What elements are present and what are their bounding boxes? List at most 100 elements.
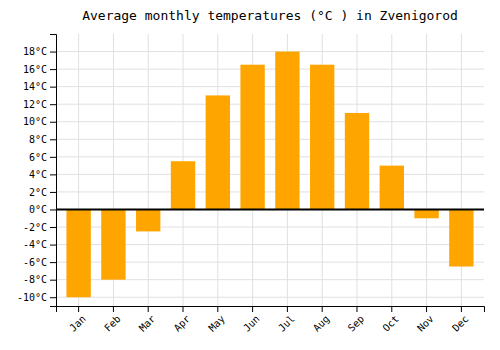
tick: 16°C [23, 64, 56, 75]
tick: 0°C [29, 204, 56, 215]
tick: -2°C [23, 222, 56, 233]
bar [240, 65, 264, 210]
tick-mark [426, 306, 427, 312]
baseline [56, 208, 484, 210]
tick-mark [50, 122, 56, 123]
grid-line [56, 51, 484, 52]
tick-label: Oct [380, 313, 401, 334]
tick: -10°C [17, 292, 56, 303]
tick-mark [50, 52, 56, 53]
axis-line [50, 35, 57, 307]
tick-mark [287, 306, 288, 312]
tick-label: 16°C [23, 64, 47, 75]
tick-mark [183, 306, 184, 312]
title: Average monthly temperatures (°C ) in Zv… [82, 8, 458, 23]
tick-mark [252, 306, 253, 312]
tick-mark [50, 139, 56, 140]
tick-label: Nov [415, 313, 436, 334]
tick-mark [391, 306, 392, 312]
grid-line [56, 174, 484, 175]
bar [136, 209, 160, 231]
y-axis: -10°C-8°C-6°C-4°C-2°C0°C2°C4°C6°C8°C10°C… [17, 35, 57, 307]
tick-label: -8°C [23, 274, 47, 285]
tick: Sep [346, 306, 367, 334]
bar [66, 209, 90, 297]
bar [310, 65, 334, 210]
tick-mark [322, 306, 323, 312]
chart: -10°C-8°C-6°C-4°C-2°C0°C2°C4°C6°C8°C10°C… [0, 0, 500, 350]
tick-mark [50, 245, 56, 246]
grid-line [56, 139, 484, 140]
tick-mark [50, 174, 56, 175]
tick-mark [50, 209, 56, 210]
tick-label: 18°C [23, 46, 47, 57]
tick-label: Jul [276, 313, 297, 334]
axis-line [57, 307, 485, 313]
tick: Apr [172, 306, 193, 334]
tick-label: Sep [346, 313, 367, 334]
tick: Feb [102, 306, 123, 334]
tick-mark [50, 280, 56, 281]
tick-label: 4°C [29, 169, 47, 180]
tick-mark [461, 306, 462, 312]
tick-mark [356, 306, 357, 312]
tick-mark [50, 87, 56, 88]
tick: Jan [67, 306, 88, 334]
grid-line [426, 34, 427, 306]
tick: 18°C [23, 46, 56, 57]
tick-label: Aug [311, 313, 332, 334]
grid-line [56, 191, 484, 192]
tick-mark [78, 306, 79, 312]
tick-label: Dec [450, 313, 471, 334]
tick-label: -2°C [23, 222, 47, 233]
tick: Aug [311, 306, 332, 334]
grid-line [56, 69, 484, 70]
plot-area: -10°C-8°C-6°C-4°C-2°C0°C2°C4°C6°C8°C10°C… [17, 34, 485, 334]
bar [345, 113, 369, 210]
tick-label: Jan [67, 313, 88, 334]
tick: Oct [380, 306, 401, 334]
tick-label: 12°C [23, 99, 47, 110]
tick-label: 8°C [29, 134, 47, 145]
tick: -8°C [23, 274, 56, 285]
tick: Nov [415, 306, 436, 334]
bars [56, 52, 484, 298]
tick: 8°C [29, 134, 56, 145]
tick-mark [217, 306, 218, 312]
bar [101, 209, 125, 279]
tick-label: 10°C [23, 116, 47, 127]
tick-label: 14°C [23, 81, 47, 92]
tick: -4°C [23, 239, 56, 250]
x-axis: JanFebMarAprMayJunJulAugSepOctNovDec [57, 306, 485, 334]
grid-line [56, 121, 484, 122]
grid [56, 34, 484, 306]
grid-line [56, 209, 484, 210]
tick-label: Jun [241, 313, 262, 334]
bar [206, 95, 230, 209]
tick-label: Mar [137, 313, 158, 334]
tick-mark [50, 262, 56, 263]
bar [171, 161, 195, 209]
tick: 4°C [29, 169, 56, 180]
tick-mark [148, 306, 149, 312]
tick-mark [50, 297, 56, 298]
bar [275, 52, 299, 210]
tick: 6°C [29, 152, 56, 163]
grid-line [56, 86, 484, 87]
bar [380, 166, 404, 210]
tick: 12°C [23, 99, 56, 110]
tick-label: 6°C [29, 152, 47, 163]
tick: 14°C [23, 81, 56, 92]
tick-mark [113, 306, 114, 312]
grid-line [56, 297, 484, 298]
tick: Jun [241, 306, 262, 334]
tick-label: 2°C [29, 187, 47, 198]
bar [414, 209, 438, 218]
tick: Dec [450, 306, 471, 334]
tick-mark [50, 227, 56, 228]
tick: Jul [276, 306, 297, 334]
grid-line [148, 34, 149, 306]
tick: 10°C [23, 116, 56, 127]
bar [449, 209, 473, 266]
tick-label: Feb [102, 313, 123, 334]
